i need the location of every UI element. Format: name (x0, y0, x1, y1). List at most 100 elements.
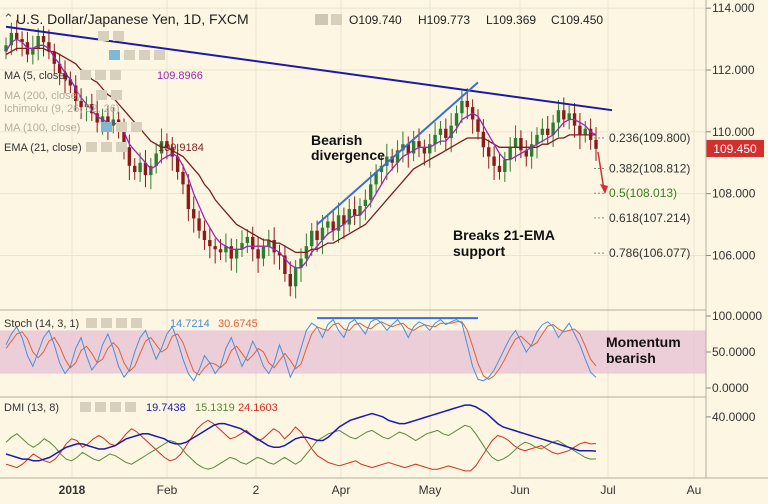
price-axis[interactable] (706, 0, 768, 478)
ma100-gear-icon[interactable] (116, 122, 127, 132)
ma100-label: MA (100, close) (4, 122, 80, 134)
candle-body (326, 221, 330, 228)
candle-body (583, 128, 587, 135)
dmi-gear-icon[interactable] (95, 402, 106, 412)
stoch-more-icon[interactable] (131, 318, 142, 328)
candle-body (594, 139, 598, 149)
ichimoku-label: Ichimoku (9, 26, 52, 26) (4, 103, 120, 115)
time-tick-label: Jun (510, 483, 529, 497)
ma100-eye-icon[interactable] (101, 122, 112, 132)
candle-body (79, 100, 83, 108)
candle-body (245, 236, 250, 244)
candle-body (492, 156, 496, 166)
candle-body (36, 36, 40, 49)
eye-icon[interactable] (315, 14, 328, 25)
candle-body (411, 141, 416, 154)
candle-body (385, 156, 389, 166)
dmi-legend: DMI (13, 8) 19.7438 15.1319 24.1603 (4, 402, 278, 414)
time-tick-label: May (419, 483, 442, 497)
candle-body (310, 230, 314, 247)
stoch-k-value: 14.7214 (170, 318, 210, 330)
stoch-d-value: 30.6745 (218, 318, 258, 330)
price-tick-label: 112.000 (712, 63, 755, 77)
candle-body (342, 215, 346, 225)
price-tick-label: 110.000 (712, 125, 755, 139)
candle-body (374, 172, 378, 185)
fib-level-label: 0.236(109.800) (609, 131, 690, 145)
candle-body (401, 144, 405, 151)
ema21-close-icon[interactable] (116, 142, 127, 152)
candle-body (181, 172, 185, 185)
candle-body (487, 147, 491, 157)
fib-level-label: 0.786(106.077) (609, 246, 690, 260)
stoch-close-icon[interactable] (116, 318, 127, 328)
candles (4, 20, 598, 299)
annotation-breaks-ema: Breaks 21-EMA (453, 227, 555, 243)
down-arrow-icon (597, 151, 608, 194)
candle-body (127, 147, 132, 166)
ma5-line (5, 38, 597, 269)
stoch-d-line (5, 321, 597, 381)
ema21-gear-icon[interactable] (101, 142, 112, 152)
ema21-eye-icon[interactable] (86, 142, 97, 152)
fibonacci-levels: 0.236(109.800) 0.382(108.812) 0.5(108.013)… (594, 131, 690, 260)
candle-body (41, 36, 46, 43)
stoch-gear-icon[interactable] (101, 318, 112, 328)
ma5-close-icon[interactable] (110, 70, 121, 80)
ma200-gear-icon[interactable] (111, 90, 122, 100)
ema21-value: 109.9184 (158, 142, 204, 154)
ma5-label: MA (5, close) (4, 70, 68, 82)
ema21-label: EMA (21, close) (4, 142, 82, 154)
legend-row-hidden-1[interactable] (98, 31, 124, 41)
candle-body (208, 240, 212, 247)
ma5-eye-icon[interactable] (80, 70, 91, 80)
time-axis-ticks[interactable]: 2018 Feb 2 Apr May Jun Jul Au (59, 483, 702, 497)
candle-body (336, 215, 341, 231)
candle-body (213, 246, 217, 250)
candle-body (406, 144, 410, 154)
candle-body (122, 128, 126, 148)
stoch-tick-label: 0.0000 (712, 381, 749, 395)
candle-body (331, 221, 335, 231)
ma200-eye-icon[interactable] (96, 90, 107, 100)
candle-body (9, 32, 14, 46)
candle-body (84, 104, 89, 108)
candle-body (251, 236, 255, 250)
candle-body (428, 144, 432, 154)
chart-header: ⌃ U.S. Dollar/Japanese Yen, 1D, FXCM O10… (3, 11, 603, 27)
candle-body (106, 116, 110, 126)
candle-body (4, 45, 8, 52)
ma100-close-icon[interactable] (131, 122, 142, 132)
candle-body (529, 144, 534, 157)
dmi-more-icon[interactable] (125, 402, 136, 412)
ma5-gear-icon[interactable] (95, 70, 106, 80)
dmi-eye-icon[interactable] (80, 402, 91, 412)
candle-body (540, 128, 545, 135)
candle-body (508, 147, 512, 160)
candle-body (240, 243, 244, 250)
fib-level-label: 0.382(108.812) (609, 162, 690, 176)
gear-icon[interactable] (331, 14, 342, 25)
candle-body (20, 39, 24, 43)
candle-body (369, 184, 373, 200)
stoch-eye-icon[interactable] (86, 318, 97, 328)
dmi-plus-line (5, 424, 597, 470)
candle-body (234, 249, 239, 259)
candle-body (267, 240, 271, 247)
candle-body (562, 110, 566, 120)
candle-body (578, 125, 582, 135)
candle-body (535, 134, 539, 145)
legend-row-hidden-2[interactable] (109, 50, 165, 60)
candle-body (133, 165, 137, 172)
annotation-divergence: divergence (311, 147, 385, 163)
candle-body (422, 147, 427, 154)
candle-body (256, 249, 260, 259)
dmi-close-icon[interactable] (110, 402, 121, 412)
annotation-support: support (453, 243, 505, 259)
collapse-icon[interactable]: ⌃ (3, 11, 14, 26)
symbol-title: U.S. Dollar/Japanese Yen, 1D, FXCM (16, 11, 249, 27)
candle-body (347, 209, 351, 225)
ohlc-close: C109.450 (551, 13, 603, 27)
candle-body (192, 209, 196, 219)
stoch-label: Stoch (14, 3, 1) (4, 318, 79, 330)
